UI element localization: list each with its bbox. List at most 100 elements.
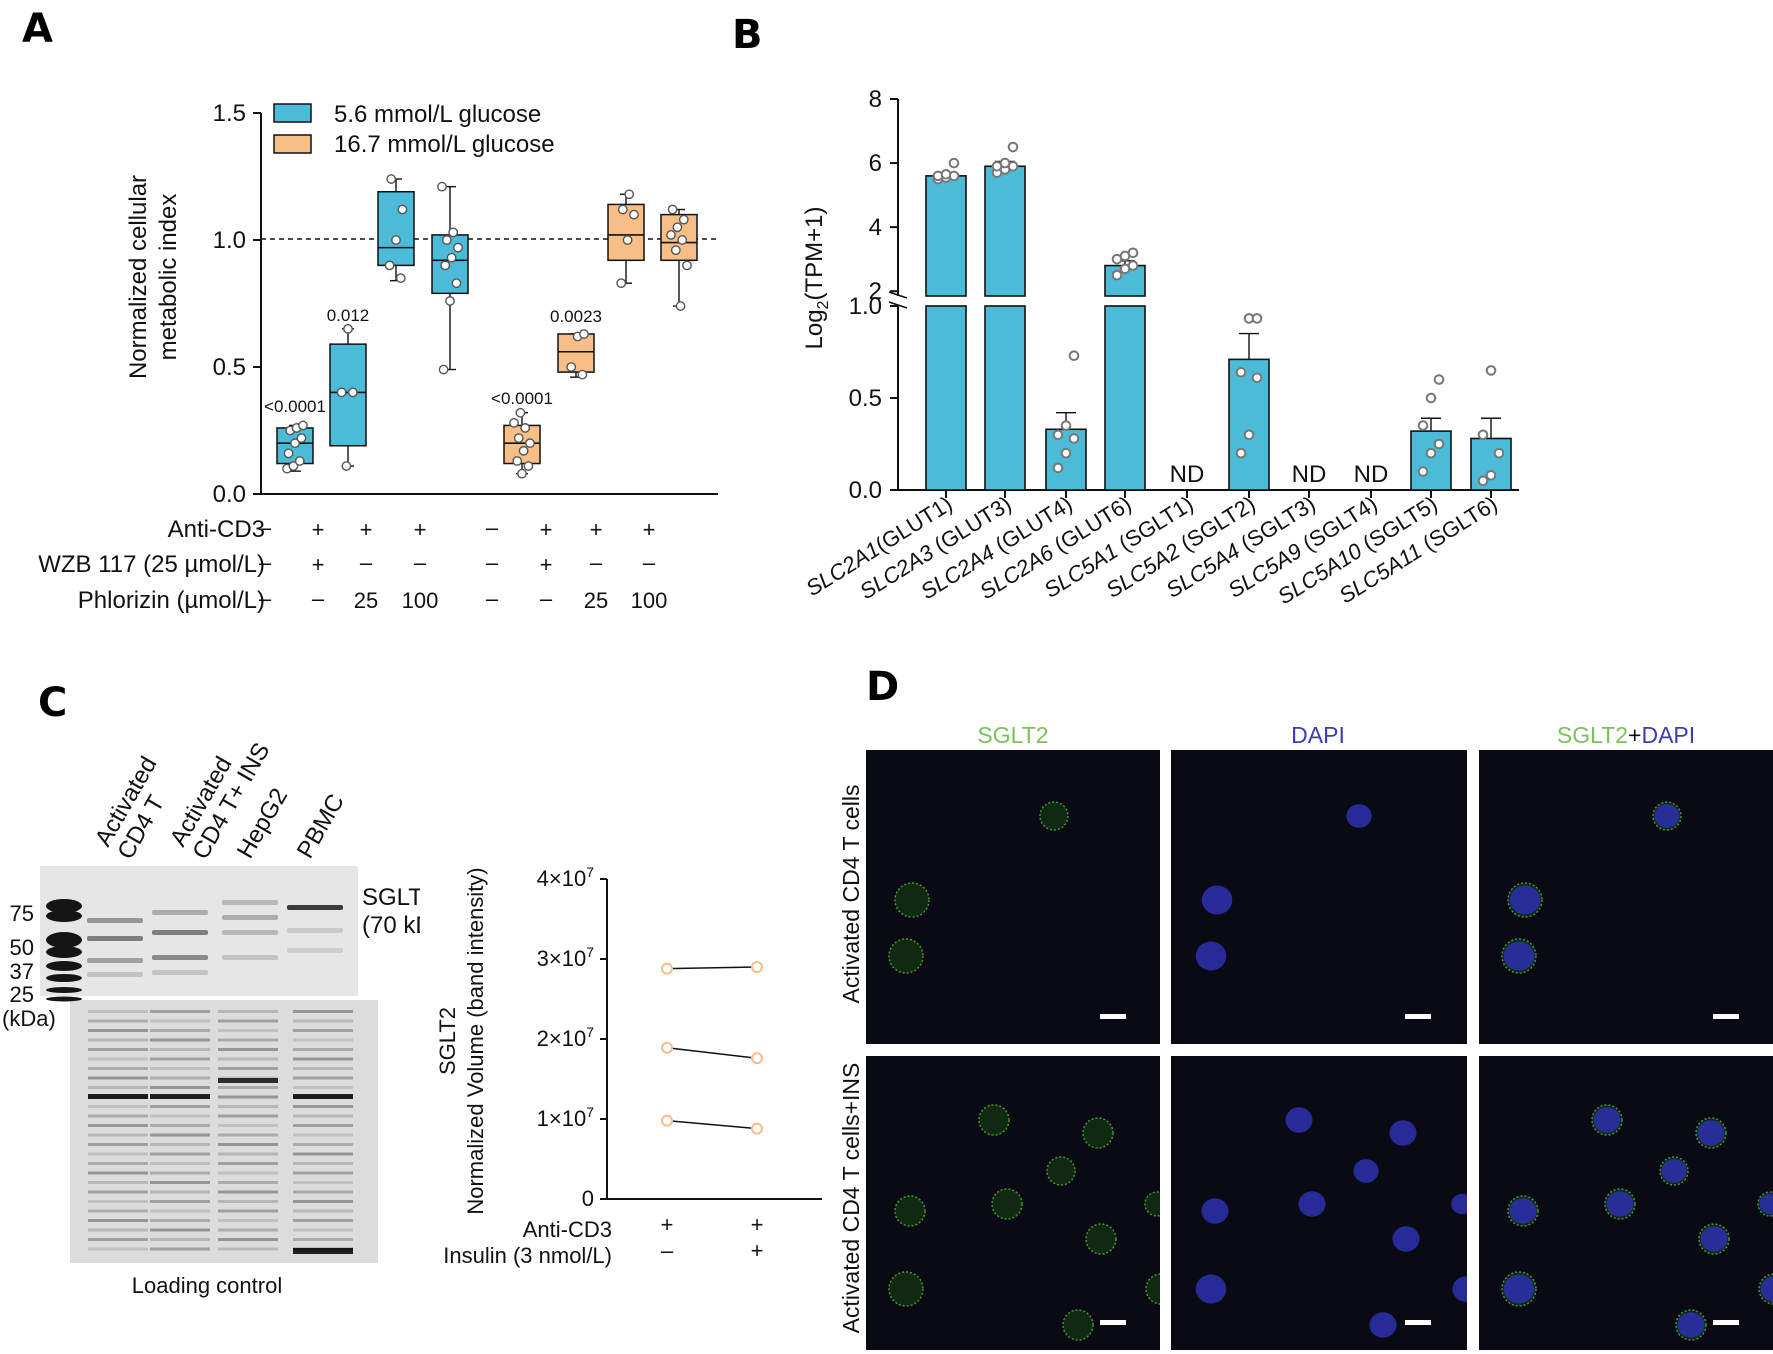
loading-band — [218, 1133, 278, 1137]
a-point — [629, 209, 639, 220]
b-point — [1477, 429, 1489, 441]
panel-c-ylabel-1: SGLT2 — [435, 1007, 460, 1075]
axis-break-mark-1 — [888, 291, 908, 299]
b-bar-lower — [984, 305, 1026, 491]
a-point — [518, 445, 529, 456]
b-bar-upper — [984, 165, 1026, 297]
loading-band — [293, 1019, 353, 1023]
loading-band — [293, 1048, 353, 1051]
panel-c-r1c1: + — [661, 1212, 674, 1237]
cell-membrane-green — [1046, 1156, 1076, 1186]
a-point — [517, 468, 527, 479]
loading-band — [150, 1143, 210, 1146]
a-point — [453, 242, 463, 253]
legend-label-blue: 5.6 mmol/L glucose — [334, 101, 541, 128]
b-point — [1060, 447, 1072, 459]
loading-band — [293, 1171, 353, 1175]
pvalue-1: <0.0001 — [264, 397, 326, 416]
b-point — [1052, 429, 1064, 441]
loading-band — [150, 1219, 210, 1222]
panel-b-x-labels: SLC2A1(GLUT1)SLC2A3 (GLUT3)SLC2A4 (GLUT4… — [801, 491, 1501, 609]
band-label-kda: (70 kDa) — [362, 912, 420, 939]
c-point — [751, 961, 763, 973]
b-point — [940, 168, 952, 180]
loading-band — [293, 1057, 353, 1061]
b-ytick-label: 0.0 — [849, 477, 882, 504]
a-box — [377, 190, 415, 267]
loading-band — [293, 1190, 353, 1194]
b-point — [1235, 447, 1247, 459]
blot-band — [87, 936, 143, 941]
blot-band — [87, 972, 143, 977]
loading-band — [150, 1152, 210, 1156]
blot-band — [222, 955, 278, 960]
blot-band — [152, 910, 208, 915]
loading-band — [293, 1181, 353, 1184]
loading-band — [88, 1105, 148, 1108]
a-row-value: + — [312, 517, 325, 542]
a-point — [451, 278, 462, 289]
a-point — [347, 387, 358, 398]
a-point — [296, 433, 307, 444]
c-ytick-label: 4×107 — [537, 864, 595, 891]
marker-50: 50 — [10, 935, 34, 960]
loading-band — [218, 1057, 278, 1061]
loading-band — [218, 1247, 278, 1251]
b-point — [1425, 447, 1437, 459]
blot-band — [87, 918, 143, 923]
cell-nucleus-blue — [1760, 1276, 1773, 1302]
ladder-band — [46, 987, 82, 993]
a-point — [294, 456, 305, 466]
loading-band — [218, 1086, 278, 1089]
a-point — [622, 235, 633, 245]
a-point — [672, 222, 683, 233]
loading-band — [88, 1114, 148, 1118]
marker-75: 75 — [10, 901, 34, 926]
a-row-value: – — [486, 586, 499, 611]
a-point — [440, 260, 451, 271]
loading-band — [88, 1019, 148, 1023]
loading-band — [218, 1181, 278, 1184]
c-point — [661, 962, 673, 975]
loading-band — [88, 1181, 148, 1184]
panel-c-quant-chart: SGLT2 Normalized Volume (band intensity)… — [435, 864, 822, 1268]
loading-band — [293, 1105, 353, 1108]
a-point — [509, 417, 519, 428]
loading-band — [150, 1181, 210, 1184]
c-pair-line — [666, 1119, 758, 1130]
panel-b-ylabel: Log2(TPM+1) — [801, 207, 832, 350]
loading-band — [150, 1057, 210, 1061]
loading-band — [88, 1190, 148, 1194]
a-point — [397, 204, 408, 215]
cell-membrane-green — [978, 1104, 1010, 1136]
col-header-merge: SGLT2+DAPI — [1556, 722, 1696, 748]
a-row-value: + — [540, 552, 553, 577]
panel-a-ylabel-1: Normalized cellular — [125, 175, 152, 379]
loading-band — [88, 1124, 148, 1127]
loading-band — [218, 1228, 278, 1232]
cell-membrane-green — [1082, 1117, 1114, 1149]
loading-band — [88, 1010, 148, 1013]
b-point — [1111, 269, 1123, 281]
cell-membrane-green — [894, 882, 930, 918]
b-point — [1251, 372, 1263, 384]
loading-band — [150, 1200, 210, 1203]
loading-band — [293, 1076, 353, 1080]
panel-c-paired-lines — [661, 961, 763, 1135]
a-row-value: – — [259, 586, 272, 611]
a-point — [438, 364, 449, 375]
blot-band — [287, 905, 343, 910]
a-row-value: + — [590, 517, 603, 542]
a-row-value: – — [590, 550, 603, 575]
a-point — [675, 301, 686, 311]
band-label-sglt2: SGLT2 — [362, 884, 420, 911]
loading-band — [150, 1010, 210, 1013]
c-point — [661, 1041, 673, 1054]
cell-nucleus-blue — [1677, 1312, 1705, 1338]
panel-c-r1c2: + — [751, 1212, 764, 1237]
legend-label-orange: 16.7 mmol/L glucose — [334, 131, 555, 158]
row-label-activated: Activated CD4 T cells — [838, 784, 864, 1004]
panel-label-c: C — [38, 680, 67, 726]
ladder-band — [46, 961, 82, 971]
b-bar — [1228, 358, 1270, 491]
